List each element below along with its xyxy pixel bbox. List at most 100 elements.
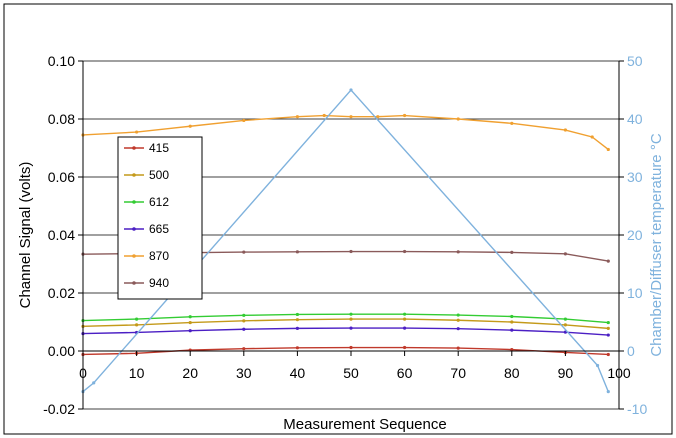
legend-marker	[132, 173, 136, 177]
data-point	[606, 320, 610, 325]
data-point	[606, 352, 610, 357]
data-point	[349, 88, 353, 92]
data-point	[456, 250, 460, 254]
y2-tick-label: -10	[627, 401, 647, 417]
x-tick-label: 30	[236, 365, 252, 381]
y2-tick-label: 30	[627, 169, 643, 185]
legend-marker	[132, 146, 136, 150]
x-tick-label: 20	[182, 365, 198, 381]
data-point	[606, 326, 610, 330]
y-tick-label: 0.00	[48, 343, 75, 359]
x-tick-label: 90	[558, 365, 574, 381]
x-tick-label: 80	[504, 365, 520, 381]
data-point	[456, 346, 460, 350]
data-point	[403, 345, 407, 350]
data-point	[92, 381, 96, 385]
data-point	[606, 259, 610, 263]
data-point	[403, 317, 407, 321]
legend-label: 612	[149, 195, 169, 209]
data-point	[135, 317, 139, 321]
y-tick-label: 0.10	[48, 53, 75, 69]
legend-label: 665	[149, 222, 169, 236]
data-point	[242, 250, 246, 254]
y-tick-label: 0.06	[48, 169, 75, 185]
x-tick-label: 40	[290, 365, 306, 381]
data-point	[295, 326, 299, 330]
legend: 415 500 612 665 870 940	[117, 136, 203, 300]
legend-marker	[132, 227, 136, 231]
x-tick-label: 10	[129, 365, 145, 381]
data-point	[606, 390, 610, 394]
x-tick-label: 60	[397, 365, 413, 381]
legend-label: 415	[149, 141, 169, 155]
series-line-870	[82, 114, 609, 151]
data-point	[242, 347, 246, 351]
data-point	[295, 318, 299, 322]
y2-tick-label: 50	[627, 53, 643, 69]
data-point	[456, 313, 460, 317]
x-tick-label: 50	[343, 365, 359, 381]
axis-layer: 0.100.080.060.040.020.00-0.0250403020100…	[43, 53, 647, 417]
x-tick-label: 0	[79, 365, 87, 381]
data-point	[349, 312, 353, 316]
data-point	[349, 326, 353, 330]
data-point	[242, 327, 246, 331]
data-point	[295, 250, 299, 254]
data-point	[188, 320, 192, 325]
series-layer	[81, 88, 610, 394]
data-point	[456, 117, 460, 121]
y2-tick-label: 20	[627, 227, 643, 243]
data-point	[606, 147, 610, 152]
data-point	[510, 314, 514, 319]
data-point	[322, 113, 326, 118]
data-point	[188, 329, 192, 333]
data-point	[563, 128, 568, 132]
data-point	[295, 115, 299, 119]
data-point	[135, 323, 139, 327]
data-point	[349, 249, 353, 254]
data-point	[188, 315, 192, 319]
legend-marker	[132, 200, 136, 204]
y-tick-label: 0.04	[48, 227, 75, 243]
y2-tick-label: 0	[627, 343, 635, 359]
data-point	[403, 249, 407, 254]
legend-marker	[132, 254, 136, 258]
data-point	[403, 312, 407, 316]
data-point	[510, 250, 514, 254]
data-point	[349, 115, 353, 119]
y-tick-label: 0.08	[48, 111, 75, 127]
y-axis-title: Channel Signal (volts)	[17, 162, 34, 309]
y2-axis-title: Chamber/Diffuser temperature °C	[648, 133, 665, 356]
data-point	[242, 319, 246, 323]
legend-label: 940	[149, 276, 169, 290]
legend-box	[117, 136, 203, 300]
chart-frame	[3, 3, 673, 435]
y2-tick-label: 10	[627, 285, 643, 301]
x-axis-title: Measurement Sequence	[283, 416, 446, 433]
data-point	[606, 333, 610, 337]
legend-label: 500	[149, 168, 169, 182]
data-point	[563, 317, 568, 321]
data-point	[563, 252, 568, 256]
data-point	[595, 363, 600, 368]
data-point	[349, 345, 353, 350]
data-point	[403, 326, 407, 330]
legend-marker	[132, 281, 136, 285]
data-point	[510, 320, 514, 324]
y2-tick-label: 40	[627, 111, 643, 127]
data-point	[295, 312, 299, 317]
data-point	[590, 135, 594, 139]
data-point	[188, 124, 192, 128]
data-point	[349, 317, 353, 321]
data-point	[242, 118, 246, 123]
x-tick-label: 70	[450, 365, 466, 381]
data-point	[456, 318, 460, 322]
data-point	[403, 113, 407, 118]
data-point	[295, 346, 299, 350]
y-tick-label: 0.02	[48, 285, 75, 301]
data-point	[510, 121, 514, 125]
data-point	[510, 328, 514, 332]
data-point	[563, 323, 568, 327]
